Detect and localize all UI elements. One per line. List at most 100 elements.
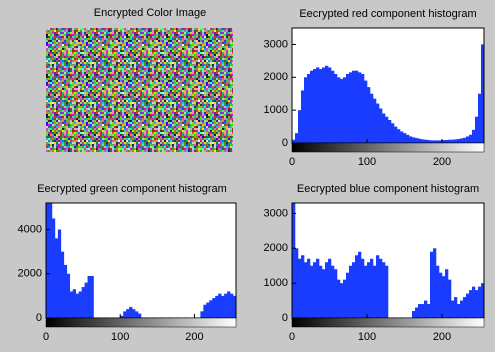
bar	[358, 72, 361, 143]
bar	[328, 67, 331, 143]
bar	[457, 304, 460, 318]
bar	[439, 273, 442, 318]
bar	[212, 298, 215, 318]
bar	[313, 262, 316, 318]
bar	[361, 259, 364, 318]
chart-title: Eecrypted red component histogram	[299, 8, 476, 20]
bar	[382, 113, 385, 143]
bar	[129, 307, 132, 318]
bar	[430, 252, 433, 318]
bar	[361, 74, 364, 143]
bar	[218, 294, 221, 318]
gray-bar	[46, 318, 236, 327]
x-tick-label: 100	[358, 331, 376, 343]
bar	[58, 230, 61, 318]
bar	[358, 252, 361, 318]
bar	[445, 269, 448, 318]
bar	[206, 303, 209, 318]
bar	[412, 311, 415, 318]
bar	[475, 290, 478, 318]
bar	[454, 297, 457, 318]
bar	[49, 196, 52, 318]
bar	[224, 294, 227, 318]
bar	[478, 94, 481, 143]
bar	[415, 138, 418, 143]
bar	[397, 129, 400, 143]
chart-title: Eecrypted green component histogram	[37, 183, 227, 195]
bar	[325, 262, 328, 318]
bar	[304, 262, 307, 318]
bar	[337, 280, 340, 318]
bar	[123, 311, 126, 318]
bar	[379, 259, 382, 318]
x-tick-label: 0	[289, 331, 295, 343]
bar	[382, 262, 385, 318]
bar	[322, 269, 325, 318]
bar	[200, 311, 203, 318]
bar	[221, 296, 224, 318]
bar	[472, 130, 475, 143]
bar	[334, 269, 337, 318]
bar	[472, 287, 475, 318]
bar	[230, 294, 233, 318]
bar	[367, 87, 370, 143]
bar	[132, 309, 135, 318]
bar	[331, 71, 334, 143]
x-tick-label: 200	[433, 331, 451, 343]
bar	[331, 266, 334, 318]
y-tick-label: 0	[36, 312, 42, 324]
encrypted-image	[46, 28, 233, 152]
bar	[391, 123, 394, 143]
y-tick-label: 1000	[264, 104, 288, 116]
bar	[394, 127, 397, 143]
bar	[227, 291, 230, 318]
x-tick-label: 100	[111, 331, 129, 343]
bar	[349, 266, 352, 318]
bar	[209, 300, 212, 318]
chart-title: Eecrypted blue component histogram	[297, 183, 479, 195]
bar	[334, 74, 337, 143]
bar	[203, 305, 206, 318]
bar	[388, 120, 391, 143]
bar	[370, 259, 373, 318]
x-tick-label: 0	[43, 331, 49, 343]
bar	[346, 74, 349, 143]
bar	[355, 255, 358, 318]
bar	[295, 133, 298, 143]
bar	[76, 294, 79, 318]
bar	[52, 218, 55, 318]
bar	[415, 308, 418, 318]
bar	[376, 255, 379, 318]
x-tick-label: 200	[433, 156, 451, 168]
bar	[418, 304, 421, 318]
bar	[298, 110, 301, 143]
bar	[61, 252, 64, 318]
bar	[304, 77, 307, 143]
y-tick-label: 0	[282, 137, 288, 149]
bar	[454, 139, 457, 143]
bar	[376, 104, 379, 143]
y-tick-label: 2000	[264, 71, 288, 83]
bar	[463, 297, 466, 318]
bar	[352, 262, 355, 318]
bar	[73, 289, 76, 318]
bar	[409, 136, 412, 143]
bar	[421, 139, 424, 143]
bar	[337, 77, 340, 143]
bar	[307, 259, 310, 318]
y-tick-label: 4000	[18, 223, 42, 235]
figure: Encrypted Color Image 010002000300001002…	[0, 0, 495, 352]
bar	[412, 137, 415, 143]
bar	[367, 262, 370, 318]
gray-bar	[292, 318, 484, 327]
bar	[427, 304, 430, 318]
bar	[215, 296, 218, 318]
bar	[478, 287, 481, 318]
y-tick-label: 2000	[264, 242, 288, 254]
bar	[85, 283, 88, 318]
bar	[313, 69, 316, 143]
y-tick-label: 0	[282, 312, 288, 324]
bar	[301, 255, 304, 318]
bar	[355, 71, 358, 143]
bar	[385, 266, 388, 318]
